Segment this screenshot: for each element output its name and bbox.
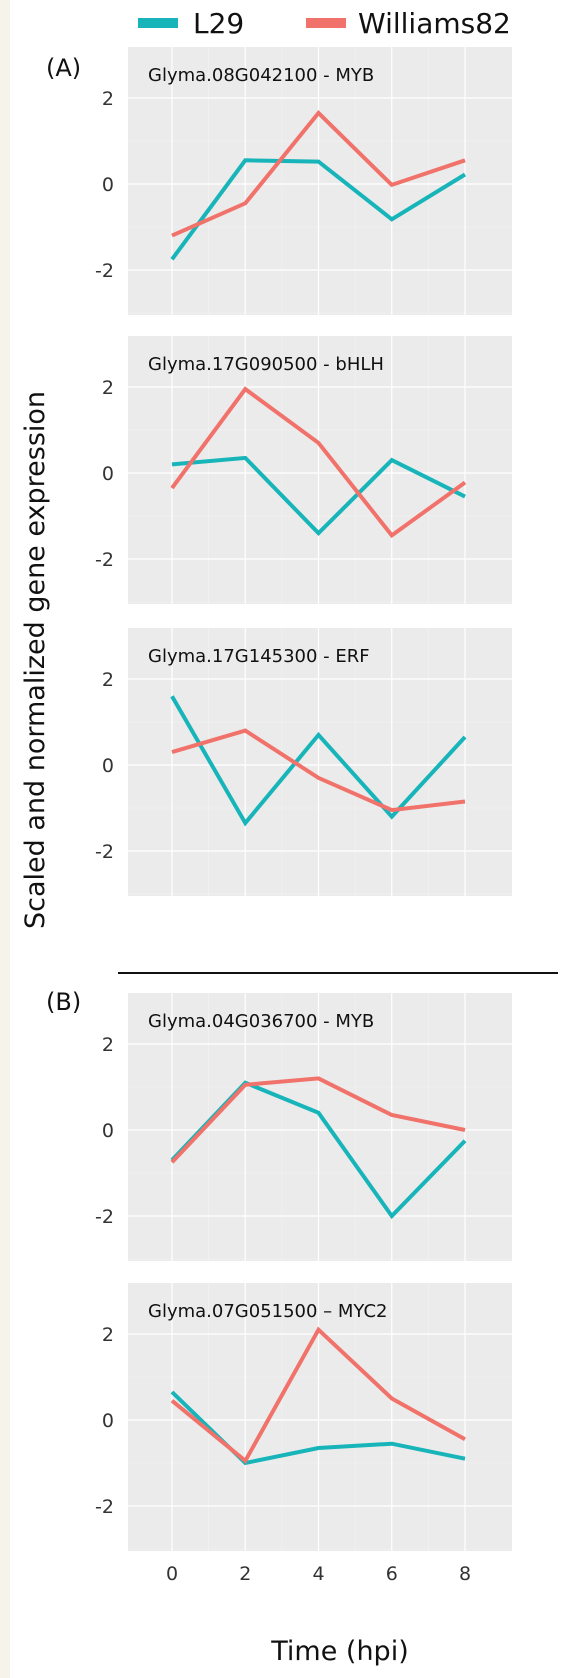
y-tick-label: -2 <box>95 1496 114 1518</box>
panel-background <box>128 1283 512 1551</box>
y-tick-label: -2 <box>95 549 114 571</box>
legend-label-l29: L29 <box>193 7 244 40</box>
series-line-williams82 <box>171 728 466 813</box>
series-line-williams82 <box>171 110 466 238</box>
y-tick-label: 0 <box>102 755 114 777</box>
x-tick-label: 2 <box>239 1563 251 1585</box>
section-label-a: (A) <box>46 54 81 82</box>
x-tick-label: 0 <box>166 1563 178 1585</box>
panel-title: Glyma.07G051500 – MYC2 <box>148 1301 387 1322</box>
panel-background <box>128 628 512 896</box>
series-line-l29 <box>170 695 467 827</box>
panels: -2 0 2 Glyma.08G042100 - MYB -2 0 2 Glyma.17G09… <box>95 47 512 1585</box>
legend-swatch-l29 <box>138 18 178 28</box>
series-line-williams82 <box>170 1076 466 1164</box>
y-tick-label: 2 <box>102 669 114 691</box>
x-axis-title: Time (hpi) <box>270 1636 408 1667</box>
panel-title: Glyma.17G090500 - bHLH <box>148 354 384 375</box>
y-tick-label: 0 <box>102 1120 114 1142</box>
panel-title: Glyma.04G036700 - MYB <box>148 1011 374 1032</box>
panel-3: -2 0 2 Glyma.17G145300 - ERF <box>95 628 512 896</box>
y-tick-label: 2 <box>102 1034 114 1056</box>
y-tick-label: 2 <box>102 88 114 110</box>
panel-1: -2 0 2 Glyma.08G042100 - MYB <box>95 47 512 315</box>
series-line-williams82 <box>170 386 467 539</box>
panel-4: -2 0 2 Glyma.04G036700 - MYB <box>95 993 512 1261</box>
series-line-williams82 <box>170 1326 466 1464</box>
legend: L29 Williams82 <box>138 7 511 40</box>
panel-5: -2 0 2 Glyma.07G051500 – MYC2 <box>95 1283 512 1551</box>
panel-2: -2 0 2 Glyma.17G090500 - bHLH <box>95 336 512 604</box>
y-tick-label: -2 <box>95 260 114 282</box>
y-tick-label: 0 <box>102 1410 114 1432</box>
x-tick-label: 4 <box>312 1563 324 1585</box>
series-line-l29 <box>170 158 467 261</box>
page-left-edge <box>0 0 10 1678</box>
panel-title: Glyma.08G042100 - MYB <box>148 65 374 86</box>
y-tick-label: 2 <box>102 1324 114 1346</box>
legend-swatch-williams82 <box>306 18 346 28</box>
y-tick-label: 0 <box>102 174 114 196</box>
y-axis-title: Scaled and normalized gene expression <box>20 391 51 929</box>
x-tick-label: 8 <box>459 1563 471 1585</box>
legend-label-williams82: Williams82 <box>358 7 511 40</box>
x-tick-label: 6 <box>386 1563 398 1585</box>
series-line-l29 <box>171 455 466 537</box>
section-label-b: (B) <box>46 988 81 1016</box>
y-tick-label: -2 <box>95 1206 114 1228</box>
y-tick-label: 0 <box>102 463 114 485</box>
y-tick-label: 2 <box>102 377 114 399</box>
panel-title: Glyma.17G145300 - ERF <box>148 646 370 667</box>
y-tick-label: -2 <box>95 841 114 863</box>
